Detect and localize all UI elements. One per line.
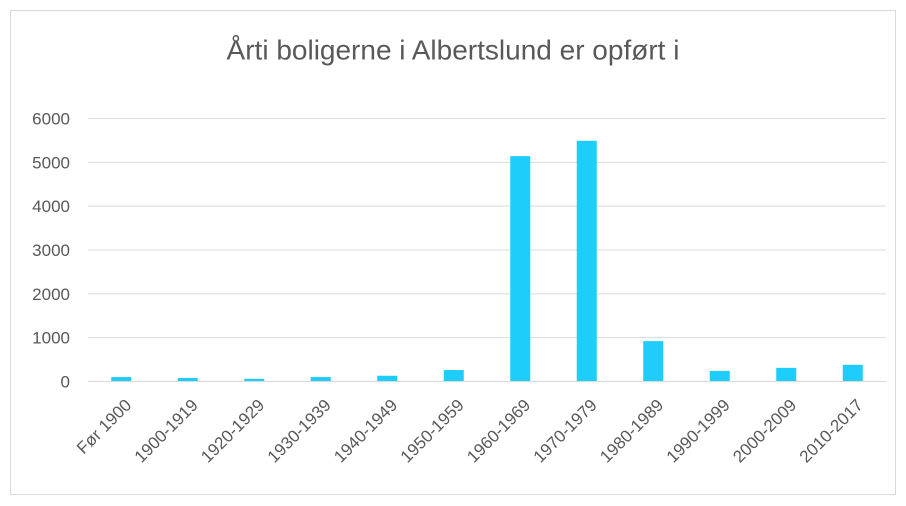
y-tick-label: 1000 bbox=[32, 329, 70, 348]
y-tick-label: 5000 bbox=[32, 153, 70, 172]
bar bbox=[842, 364, 863, 381]
y-tick-label: 0 bbox=[61, 372, 70, 391]
bar bbox=[377, 375, 398, 381]
y-tick-label: 2000 bbox=[32, 285, 70, 304]
chart-border bbox=[10, 10, 896, 495]
bar bbox=[310, 377, 331, 381]
bar bbox=[510, 156, 531, 381]
bar bbox=[111, 377, 132, 381]
bar bbox=[776, 367, 797, 381]
bar bbox=[643, 341, 664, 381]
bar bbox=[177, 377, 198, 381]
y-tick-label: 3000 bbox=[32, 241, 70, 260]
bar bbox=[576, 140, 597, 381]
bar bbox=[244, 378, 265, 381]
bar bbox=[443, 370, 464, 381]
chart-title: Årti boligerne i Albertslund er opført i bbox=[227, 34, 680, 65]
y-tick-label: 4000 bbox=[32, 197, 70, 216]
bar bbox=[709, 370, 730, 381]
y-tick-label: 6000 bbox=[32, 109, 70, 128]
